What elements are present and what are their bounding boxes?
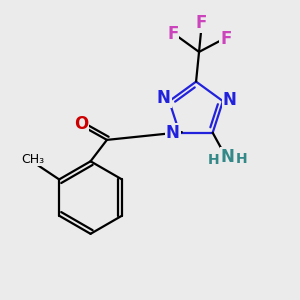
- Text: F: F: [196, 14, 207, 32]
- Text: N: N: [220, 148, 235, 166]
- Text: N: N: [223, 91, 236, 109]
- Text: O: O: [74, 115, 88, 133]
- Text: H: H: [208, 153, 219, 167]
- Text: N: N: [166, 124, 180, 142]
- Text: N: N: [157, 89, 171, 107]
- Text: F: F: [220, 30, 232, 48]
- Text: H: H: [236, 152, 247, 166]
- Text: F: F: [167, 25, 178, 43]
- Text: CH₃: CH₃: [22, 153, 45, 166]
